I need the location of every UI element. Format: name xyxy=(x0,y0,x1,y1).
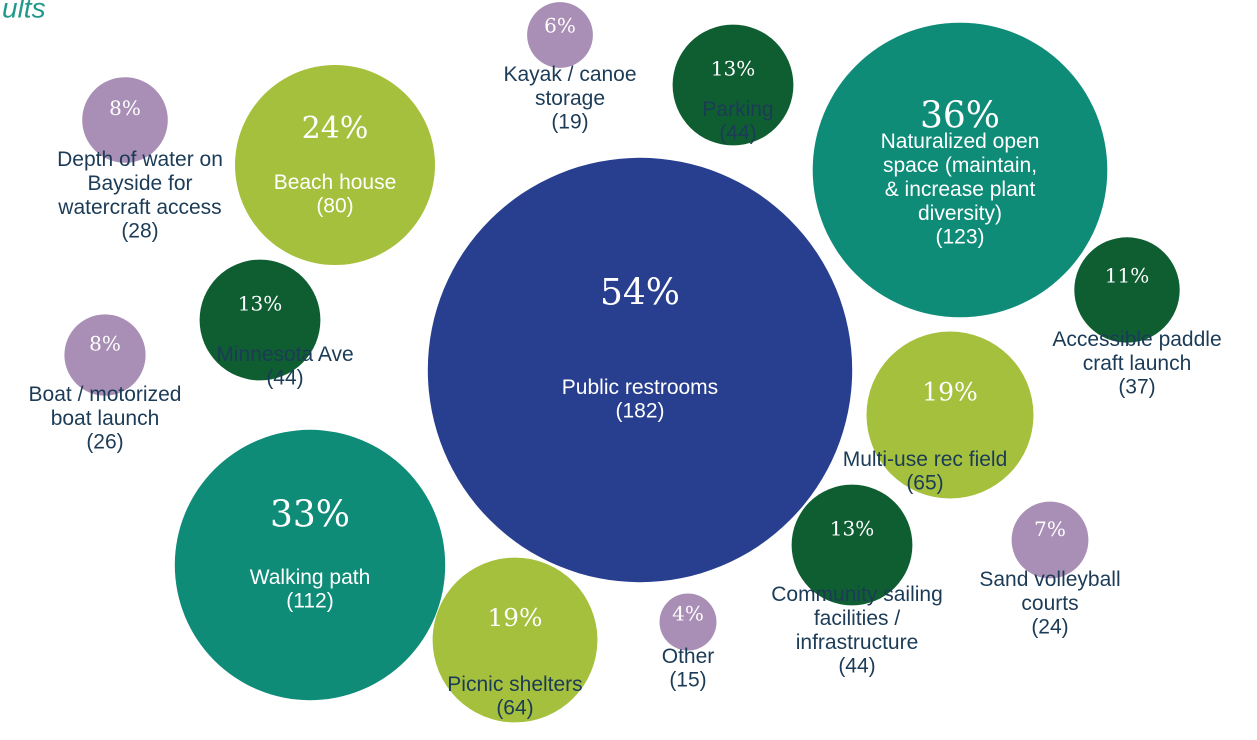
count-label: (123) xyxy=(935,226,984,249)
category-label: Parking xyxy=(702,98,773,121)
bubble xyxy=(432,557,598,723)
category-label: Depth of water on Bayside for watercraft a… xyxy=(57,148,223,219)
count-label: (44) xyxy=(838,655,875,678)
count-label: (65) xyxy=(906,472,943,495)
bubble xyxy=(1011,501,1089,579)
category-label: Walking path xyxy=(250,566,371,589)
bubble xyxy=(1074,237,1180,343)
count-label: (44) xyxy=(266,367,303,390)
percent-label: 13% xyxy=(711,56,755,80)
bubble xyxy=(199,259,321,381)
bubble xyxy=(82,77,168,163)
percent-label: 7% xyxy=(1034,517,1066,541)
percent-label: 19% xyxy=(922,378,978,407)
bubble xyxy=(791,484,913,606)
count-label: (64) xyxy=(496,697,533,720)
percent-label: 11% xyxy=(1105,263,1149,287)
percent-label: 13% xyxy=(830,516,874,540)
count-label: (24) xyxy=(1031,616,1068,639)
category-label: Beach house xyxy=(274,171,397,194)
percent-label: 13% xyxy=(238,291,282,315)
chart-title: ults xyxy=(2,0,46,23)
count-label: (112) xyxy=(286,590,333,613)
bubble xyxy=(812,22,1108,318)
bubble xyxy=(527,2,593,68)
category-label: Other xyxy=(662,645,715,668)
bubble xyxy=(427,157,853,583)
percent-label: 4% xyxy=(672,601,704,625)
bubble xyxy=(235,65,435,265)
bubble xyxy=(659,593,717,651)
percent-label: 8% xyxy=(89,331,121,355)
count-label: (44) xyxy=(719,122,756,145)
count-label: (182) xyxy=(615,400,664,423)
category-label: Minnesota Ave xyxy=(216,343,353,366)
category-label: Boat / motorized boat launch xyxy=(29,383,182,430)
bubble xyxy=(174,429,446,701)
percent-label: 8% xyxy=(109,96,141,120)
count-label: (26) xyxy=(86,431,123,454)
count-label: (15) xyxy=(669,669,706,692)
category-label: Multi-use rec field xyxy=(843,448,1008,471)
category-label: Public restrooms xyxy=(562,376,718,399)
bubble xyxy=(672,24,794,146)
count-label: (28) xyxy=(121,220,158,243)
category-label: Community sailing facilities / infrastruct… xyxy=(771,583,943,654)
category-label: Naturalized open space (maintain, & increa… xyxy=(881,130,1040,225)
percent-label: 24% xyxy=(302,111,369,146)
percent-label: 36% xyxy=(920,95,1000,136)
category-label: Kayak / canoe storage xyxy=(503,63,636,110)
category-label: Picnic shelters xyxy=(447,673,582,696)
bubble xyxy=(866,331,1034,499)
percent-label: 19% xyxy=(488,603,543,632)
percent-label: 33% xyxy=(270,495,350,536)
percent-label: 54% xyxy=(600,273,680,314)
bubble xyxy=(64,314,146,396)
category-label: Accessible paddle craft launch xyxy=(1052,328,1221,375)
count-label: (37) xyxy=(1118,376,1155,399)
category-label: Sand volleyball courts xyxy=(979,568,1120,615)
percent-label: 6% xyxy=(544,13,576,37)
count-label: (80) xyxy=(316,195,353,218)
count-label: (19) xyxy=(551,111,588,134)
